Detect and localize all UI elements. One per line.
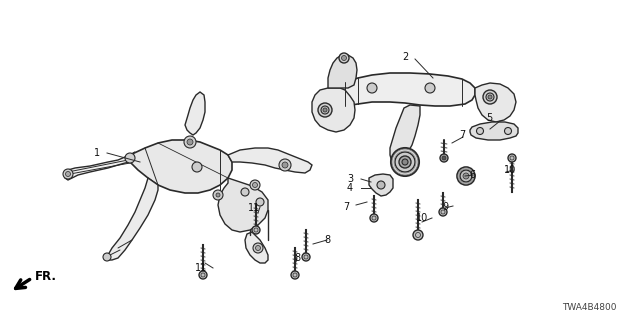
Text: 3: 3 xyxy=(347,174,353,184)
Circle shape xyxy=(504,127,511,134)
Circle shape xyxy=(402,159,408,165)
Polygon shape xyxy=(475,83,516,122)
Circle shape xyxy=(279,159,291,171)
Polygon shape xyxy=(65,152,135,180)
Polygon shape xyxy=(185,92,205,135)
Circle shape xyxy=(184,136,196,148)
Polygon shape xyxy=(470,122,518,140)
Polygon shape xyxy=(245,232,268,263)
Circle shape xyxy=(377,181,385,189)
Circle shape xyxy=(370,214,378,222)
Circle shape xyxy=(216,193,220,197)
Circle shape xyxy=(318,103,332,117)
Circle shape xyxy=(460,170,472,182)
Text: 2: 2 xyxy=(402,52,408,62)
Circle shape xyxy=(395,152,415,172)
Circle shape xyxy=(413,230,423,240)
Circle shape xyxy=(192,162,202,172)
Circle shape xyxy=(486,93,494,101)
Circle shape xyxy=(65,172,70,177)
Text: 10: 10 xyxy=(504,165,516,175)
Text: 10: 10 xyxy=(416,213,428,223)
Text: 9: 9 xyxy=(442,202,448,212)
Circle shape xyxy=(256,198,264,206)
Circle shape xyxy=(125,153,135,163)
Circle shape xyxy=(187,139,193,145)
Text: TWA4B4800: TWA4B4800 xyxy=(563,303,617,312)
Text: 7: 7 xyxy=(459,130,465,140)
Text: 6: 6 xyxy=(469,170,475,180)
Text: 1: 1 xyxy=(94,148,100,158)
Circle shape xyxy=(213,190,223,200)
Polygon shape xyxy=(218,178,268,232)
Circle shape xyxy=(342,55,346,60)
Circle shape xyxy=(425,83,435,93)
Circle shape xyxy=(199,271,207,279)
Text: 8: 8 xyxy=(324,235,330,245)
Circle shape xyxy=(282,162,288,168)
Circle shape xyxy=(442,156,446,160)
Text: 5: 5 xyxy=(486,113,492,123)
Circle shape xyxy=(250,180,260,190)
Polygon shape xyxy=(106,178,158,260)
Circle shape xyxy=(399,156,411,168)
Circle shape xyxy=(477,127,483,134)
Circle shape xyxy=(339,53,349,63)
Circle shape xyxy=(457,167,475,185)
Polygon shape xyxy=(334,73,475,110)
Circle shape xyxy=(253,182,257,188)
Circle shape xyxy=(321,106,329,114)
Circle shape xyxy=(483,90,497,104)
Text: 4: 4 xyxy=(347,183,353,193)
Circle shape xyxy=(253,243,263,253)
Circle shape xyxy=(241,188,249,196)
Text: 11: 11 xyxy=(195,263,207,273)
Circle shape xyxy=(463,173,469,179)
Polygon shape xyxy=(328,55,357,88)
Circle shape xyxy=(367,83,377,93)
Text: FR.: FR. xyxy=(35,269,57,283)
Text: 8: 8 xyxy=(294,253,300,263)
Circle shape xyxy=(252,226,260,234)
Circle shape xyxy=(302,253,310,261)
Polygon shape xyxy=(312,88,355,132)
Polygon shape xyxy=(228,148,312,173)
Circle shape xyxy=(508,154,516,162)
Polygon shape xyxy=(369,174,393,196)
Circle shape xyxy=(323,108,327,112)
Circle shape xyxy=(103,253,111,261)
Circle shape xyxy=(255,245,260,251)
Polygon shape xyxy=(128,140,232,193)
Circle shape xyxy=(440,154,448,162)
Circle shape xyxy=(488,95,492,99)
Polygon shape xyxy=(390,105,420,165)
Circle shape xyxy=(391,148,419,176)
Circle shape xyxy=(63,169,73,179)
Text: 11: 11 xyxy=(248,203,260,213)
Circle shape xyxy=(291,271,299,279)
Text: 7: 7 xyxy=(343,202,349,212)
Circle shape xyxy=(439,208,447,216)
